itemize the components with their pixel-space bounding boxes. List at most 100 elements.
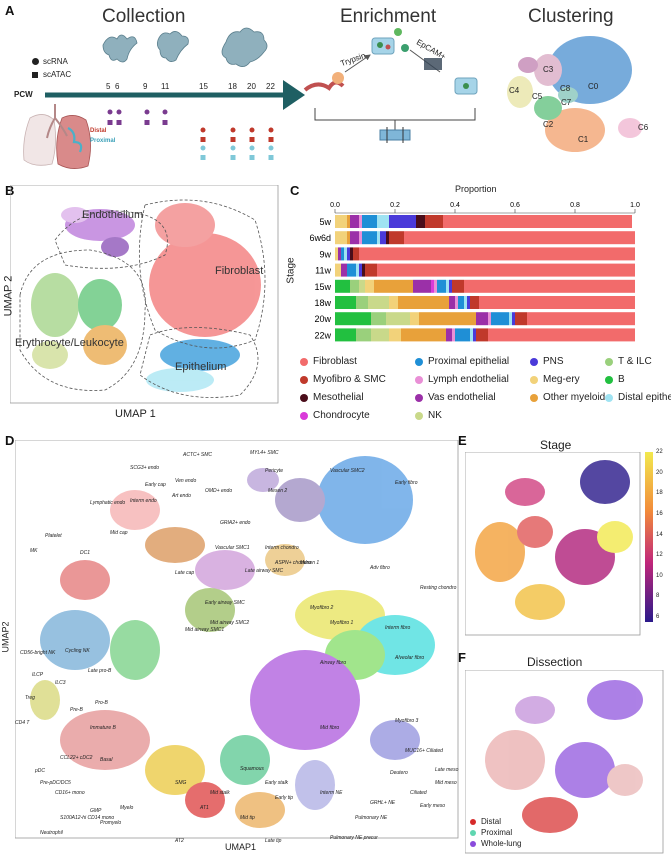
bar-segment <box>476 328 488 342</box>
bar-segment <box>443 215 632 228</box>
legend-label: Mesothelial <box>313 392 364 403</box>
cell-type-label: Mesen 1 <box>300 560 320 566</box>
bar-segment <box>353 247 359 261</box>
legend-label: Distal <box>481 817 502 826</box>
bar-segment <box>371 312 386 326</box>
stage-category-label: 18w <box>314 298 331 308</box>
cell-type-label: Interm NE <box>320 790 343 796</box>
bar-segment <box>359 279 365 293</box>
timeline-arrowhead <box>283 80 305 110</box>
bar-segment <box>344 247 347 261</box>
cluster-label: C8 <box>560 84 571 93</box>
panel-b-ylabel: UMAP 2 <box>2 275 15 317</box>
panel-e-letter: E <box>458 433 467 448</box>
cell-type-label: Pulmonary NE precur <box>330 835 378 841</box>
bar-segment <box>356 328 371 342</box>
cell-type-label: Squamous <box>240 766 264 772</box>
distal-markers <box>200 127 274 142</box>
dissection-legend-item: Proximal <box>470 828 512 837</box>
bar-segment <box>356 296 368 309</box>
panel-d-letter: D <box>5 433 15 448</box>
cell-type-label: Interm chondro <box>265 545 299 551</box>
cell-type-label: Late cap <box>175 570 195 576</box>
cell-type-label: CD16+ mono <box>55 790 85 796</box>
legend-swatch <box>415 357 423 366</box>
panel-e-umap <box>465 452 653 636</box>
bar-segment <box>452 279 464 293</box>
legend-label: Vas endothelial <box>428 392 496 403</box>
bar-segment <box>449 279 452 293</box>
cell-type-label: Early cap <box>145 482 166 488</box>
cell-type-label: Pro-B <box>95 700 108 706</box>
bar-segment <box>335 231 347 245</box>
cell-type-label: Ven endo <box>175 478 197 484</box>
cell-type-label: CD4 T <box>15 720 30 726</box>
bar-segment <box>350 247 353 261</box>
legend-label: Fibroblast <box>313 356 357 367</box>
cell-type-label: MUC16+ Ciliated <box>405 748 443 754</box>
lung-bud-icons <box>102 27 268 67</box>
bar-segment <box>452 328 455 342</box>
legend-swatch <box>530 357 538 366</box>
cluster-label: C2 <box>543 120 554 129</box>
bar-segment <box>359 215 362 228</box>
cell-type-label: Ciliated <box>410 790 427 796</box>
cell-type-label: Mid airway SMC1 <box>185 627 225 633</box>
legend-label: Whole-lung <box>481 839 522 848</box>
legend-item: Myofibro & SMC <box>300 374 386 385</box>
legend-label: B <box>618 374 625 385</box>
cell-type-label: Interm endo <box>130 498 157 504</box>
clustering-title: Clustering <box>528 6 614 27</box>
bar-segment <box>335 263 341 277</box>
stage-category-label: 5w <box>319 217 331 227</box>
pcw-label: PCW <box>14 90 33 99</box>
region-erythrocyte-leukocyte: Erythrocyte/Leukocyte <box>15 337 124 349</box>
bar-segment <box>416 215 425 228</box>
bar-segment <box>362 215 377 228</box>
panel-f-letter: F <box>458 650 466 665</box>
stage-category-label: 9w <box>319 249 331 259</box>
legend-swatch <box>605 375 613 384</box>
cell-type-label: Airway fibro <box>320 660 347 666</box>
bar-segment <box>389 328 401 342</box>
cell-type-label: Pericyte <box>265 468 284 474</box>
cluster-label: C5 <box>532 92 543 101</box>
bar-segment <box>488 328 635 342</box>
bar-segment <box>479 296 635 309</box>
cell-type-label: SMG <box>175 780 187 786</box>
cell-type-label: GRHL+ NE <box>370 800 396 806</box>
bar-segment <box>446 279 449 293</box>
bar-segment <box>335 328 356 342</box>
cell-type-label: Early tip <box>275 795 294 801</box>
legend-item: Fibroblast <box>300 356 357 367</box>
legend-item: Meg-ery <box>530 374 580 385</box>
bar-segment <box>335 279 350 293</box>
legend-swatch <box>605 357 613 366</box>
bar-segment <box>389 231 404 245</box>
legend-label: NK <box>428 410 442 421</box>
bar-segment <box>410 312 419 326</box>
x-tick-label: 0.2 <box>390 202 400 209</box>
bar-segment <box>455 296 458 309</box>
bar-segment <box>464 296 467 309</box>
panel-d-xlabel: UMAP1 <box>225 842 257 852</box>
cell-type-label: Myofibro 3 <box>395 718 419 724</box>
stage-category-label: 20w <box>314 314 331 324</box>
bar-segment <box>389 296 398 309</box>
bar-segment <box>527 312 635 326</box>
bar-segment <box>341 247 344 261</box>
timepoint-label: 20 <box>247 82 256 91</box>
bar-segment <box>509 312 512 326</box>
bar-segment <box>464 279 635 293</box>
bar-segment <box>491 312 509 326</box>
cell-type-label: Early fibro <box>395 480 418 486</box>
cell-type-label: Neutrophil <box>40 830 63 836</box>
cell-type-label: SCG3+ endo <box>130 465 160 471</box>
enrichment-sketch <box>303 28 478 143</box>
legend-item: Other myeloid <box>530 392 605 403</box>
region-epithelium: Epithelium <box>175 361 227 373</box>
square-icon <box>32 71 38 78</box>
legend-item: T & ILC <box>605 356 652 367</box>
bar-segment <box>359 263 362 277</box>
legend-scatac: scATAC <box>32 70 71 79</box>
